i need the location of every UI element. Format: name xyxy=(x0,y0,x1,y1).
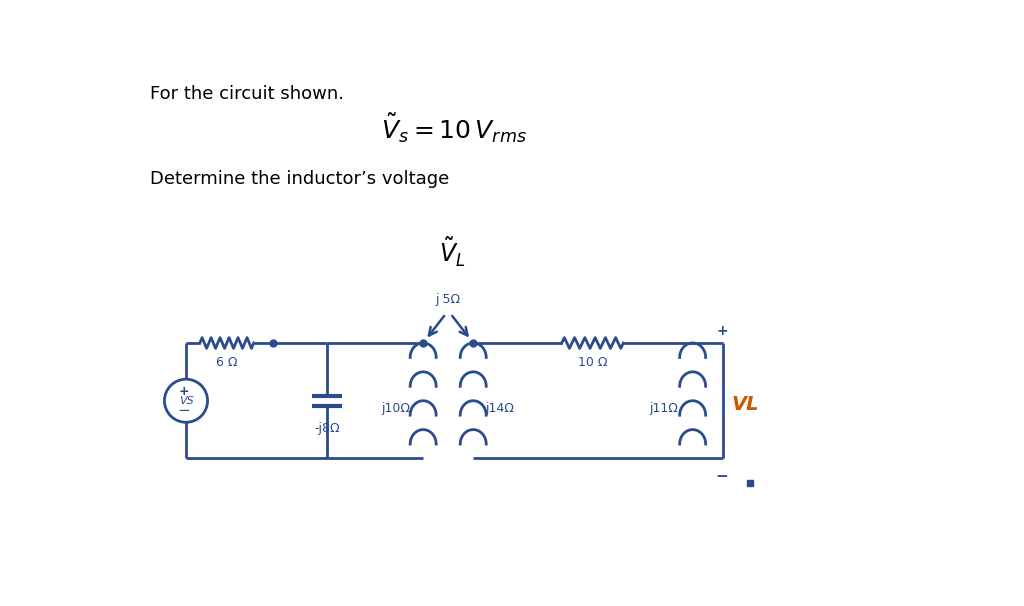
Text: For the circuit shown.: For the circuit shown. xyxy=(150,85,344,103)
Text: j 5Ω: j 5Ω xyxy=(435,293,461,306)
Text: 10 Ω: 10 Ω xyxy=(578,356,607,369)
Text: -j8Ω: -j8Ω xyxy=(314,422,341,435)
Text: j11Ω: j11Ω xyxy=(650,402,679,415)
Text: +: + xyxy=(716,324,728,338)
Text: VL: VL xyxy=(731,395,759,414)
Text: −: − xyxy=(716,469,728,484)
Text: j10Ω: j10Ω xyxy=(381,402,410,415)
Text: $\tilde{V}_L$: $\tilde{V}_L$ xyxy=(438,236,465,269)
Text: $\tilde{V}_s = 10\,V_{rms}$: $\tilde{V}_s = 10\,V_{rms}$ xyxy=(381,112,527,145)
Text: +: + xyxy=(178,385,189,398)
Text: −: − xyxy=(177,403,190,418)
Text: VS: VS xyxy=(179,396,195,406)
Text: 6 Ω: 6 Ω xyxy=(216,356,238,369)
Text: j14Ω: j14Ω xyxy=(485,402,515,415)
Text: Determine the inductor’s voltage: Determine the inductor’s voltage xyxy=(150,170,450,188)
